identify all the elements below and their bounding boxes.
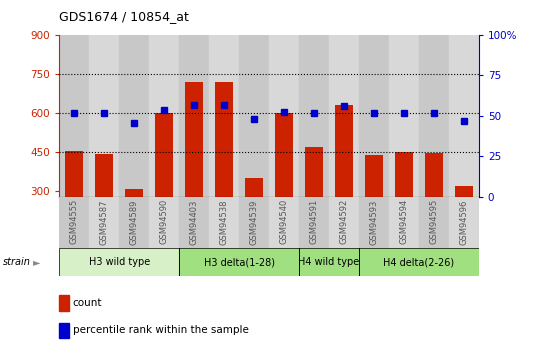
Text: strain: strain: [3, 257, 31, 267]
Bar: [215, 81, 233, 270]
Bar: [275, 114, 293, 270]
Bar: [335, 105, 353, 270]
Bar: [179, 34, 209, 197]
Bar: [59, 248, 179, 276]
Bar: [395, 152, 413, 270]
Bar: [269, 197, 299, 248]
Bar: [59, 34, 89, 197]
Text: GSM94596: GSM94596: [459, 199, 469, 245]
Bar: [449, 197, 479, 248]
Bar: [89, 34, 119, 197]
Bar: [65, 151, 83, 270]
Bar: [209, 197, 239, 248]
Text: GSM94595: GSM94595: [429, 199, 438, 245]
Bar: [299, 34, 329, 197]
Text: GSM94539: GSM94539: [250, 199, 259, 245]
Text: ►: ►: [33, 257, 41, 267]
Bar: [239, 34, 269, 197]
Bar: [455, 186, 473, 270]
Bar: [359, 34, 389, 197]
Bar: [125, 189, 143, 270]
Bar: [425, 153, 443, 270]
Bar: [359, 248, 479, 276]
Bar: [209, 34, 239, 197]
Bar: [269, 34, 299, 197]
Text: H3 delta(1-28): H3 delta(1-28): [203, 257, 274, 267]
Bar: [419, 34, 449, 197]
Bar: [119, 197, 149, 248]
Bar: [305, 147, 323, 270]
Bar: [359, 197, 389, 248]
Text: GSM94403: GSM94403: [189, 199, 199, 245]
Text: H3 wild type: H3 wild type: [89, 257, 150, 267]
Bar: [365, 155, 383, 270]
Text: count: count: [73, 298, 102, 308]
Text: GSM94591: GSM94591: [309, 199, 318, 245]
Bar: [329, 197, 359, 248]
Bar: [59, 197, 89, 248]
Text: GSM94594: GSM94594: [399, 199, 408, 245]
Bar: [389, 197, 419, 248]
Bar: [299, 248, 359, 276]
Text: GSM94538: GSM94538: [220, 199, 229, 245]
Bar: [245, 178, 263, 270]
Text: GSM94590: GSM94590: [160, 199, 168, 245]
Text: GSM94589: GSM94589: [130, 199, 139, 245]
Bar: [149, 197, 179, 248]
Text: GDS1674 / 10854_at: GDS1674 / 10854_at: [59, 10, 189, 23]
Bar: [149, 34, 179, 197]
Bar: [179, 197, 209, 248]
Text: GSM94555: GSM94555: [69, 199, 79, 245]
Bar: [179, 248, 299, 276]
Bar: [239, 197, 269, 248]
Bar: [449, 34, 479, 197]
Bar: [89, 197, 119, 248]
Text: GSM94592: GSM94592: [339, 199, 349, 245]
Text: percentile rank within the sample: percentile rank within the sample: [73, 325, 249, 335]
Bar: [185, 81, 203, 270]
Bar: [95, 154, 113, 270]
Text: GSM94540: GSM94540: [279, 199, 288, 245]
Text: GSM94593: GSM94593: [370, 199, 378, 245]
Text: H4 wild type: H4 wild type: [299, 257, 359, 267]
Text: GSM94587: GSM94587: [100, 199, 109, 245]
Bar: [155, 113, 173, 270]
Bar: [329, 34, 359, 197]
Text: H4 delta(2-26): H4 delta(2-26): [383, 257, 455, 267]
Bar: [299, 197, 329, 248]
Bar: [389, 34, 419, 197]
Bar: [119, 34, 149, 197]
Bar: [419, 197, 449, 248]
